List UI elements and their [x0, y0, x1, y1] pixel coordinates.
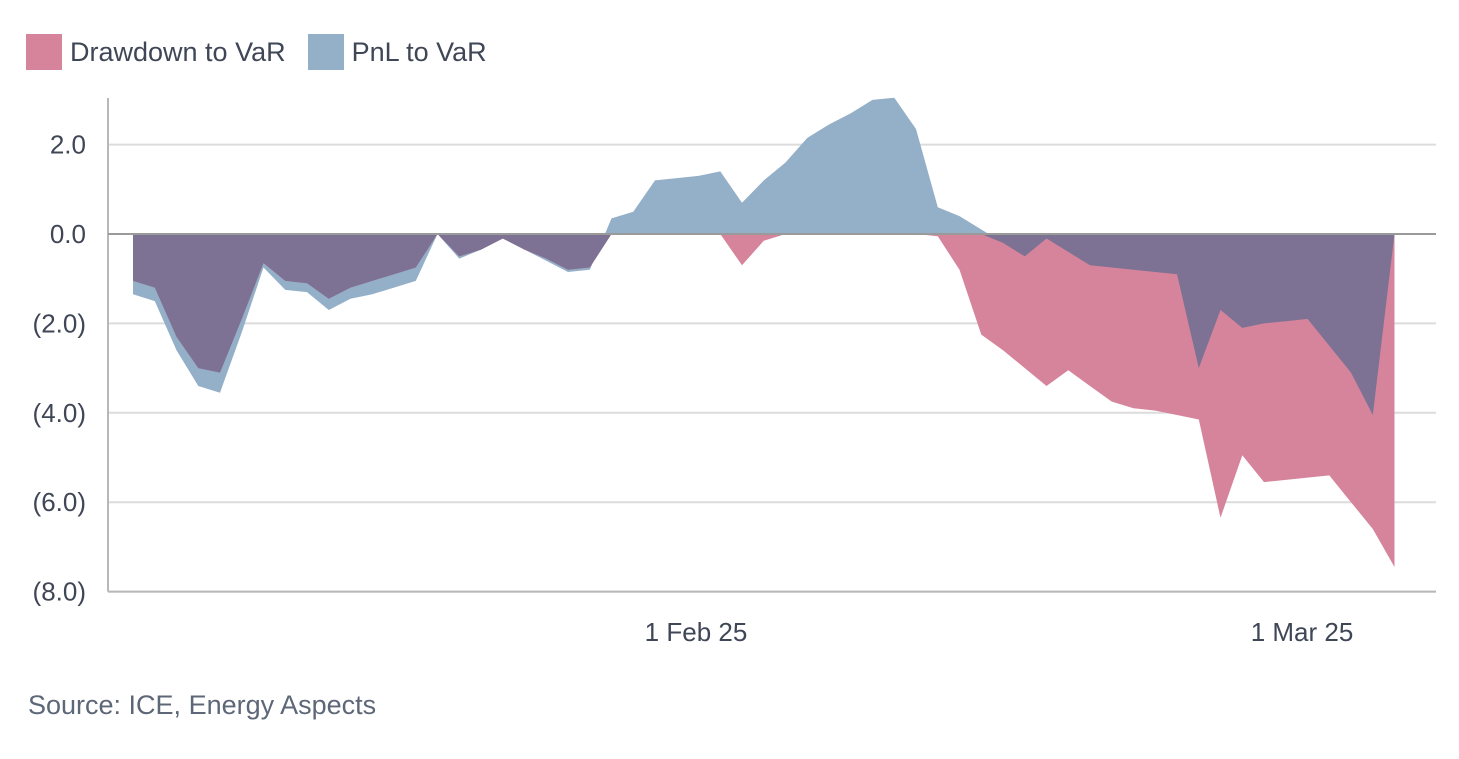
y-tick-label: (4.0) — [33, 398, 86, 428]
y-axis-labels: 2.0 0.0 (2.0) (4.0) (6.0) (8.0) — [33, 130, 86, 607]
legend-label-drawdown: Drawdown to VaR — [70, 36, 286, 67]
x-tick-label: 1 Mar 25 — [1251, 617, 1354, 647]
legend-item-drawdown[interactable]: Drawdown to VaR — [26, 34, 286, 70]
chart-areas — [133, 97, 1395, 567]
area-drawdown-to-var — [133, 234, 1395, 567]
legend-item-pnl[interactable]: PnL to VaR — [307, 34, 487, 70]
y-tick-label: (6.0) — [33, 487, 86, 517]
chart-axes — [107, 98, 1436, 593]
legend-label-pnl: PnL to VaR — [351, 36, 487, 67]
x-tick-label: 1 Feb 25 — [645, 617, 748, 647]
area-chart: 2.0 0.0 (2.0) (4.0) (6.0) (8.0) 1 Feb 25 1 Mar… — [33, 97, 1436, 647]
legend: Drawdown to VaR PnL to VaR — [26, 34, 509, 70]
legend-swatch-drawdown — [26, 34, 62, 70]
y-tick-label: 2.0 — [50, 130, 86, 160]
source-note: Source: ICE, Energy Aspects — [28, 690, 377, 720]
y-tick-label: 0.0 — [50, 219, 86, 249]
y-tick-label: (2.0) — [33, 308, 86, 338]
area-overlap — [133, 234, 1395, 415]
legend-swatch-pnl — [307, 34, 344, 70]
y-tick-label: (8.0) — [33, 577, 86, 607]
x-axis-labels: 1 Feb 25 1 Mar 25 — [645, 617, 1354, 647]
